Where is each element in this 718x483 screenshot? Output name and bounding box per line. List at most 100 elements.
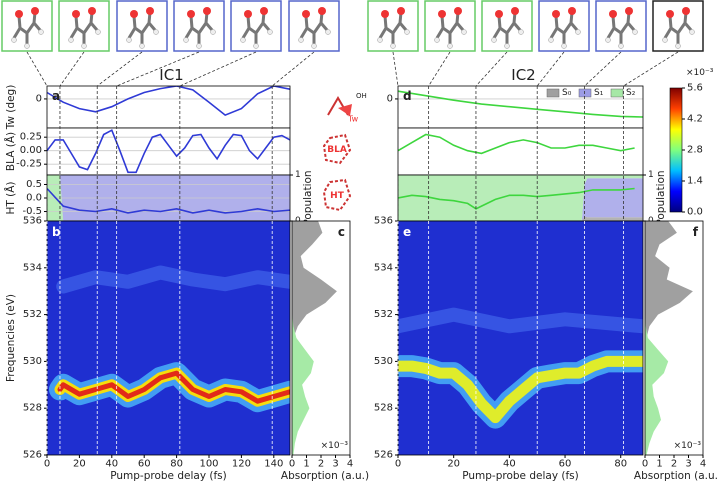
molecule-bonds — [663, 11, 693, 44]
marker-connector — [96, 51, 143, 87]
hydrogen-atom — [153, 29, 159, 35]
hydrogen-atom — [461, 29, 467, 35]
hydrogen-atom — [377, 37, 383, 43]
y-tick-label: 0.0 — [26, 193, 42, 204]
tw-icon — [338, 104, 352, 116]
data-line — [398, 187, 635, 210]
tw-label: Tw — [347, 115, 359, 124]
hydrogen-atom — [404, 29, 410, 35]
x-tick-label: 80 — [170, 459, 183, 470]
hydrogen-atom — [267, 29, 273, 35]
y-tick-label: 534 — [374, 262, 393, 273]
snapshot — [116, 0, 168, 52]
colorbar-tick-label: 1.4 — [687, 176, 703, 187]
marker-connector — [59, 51, 85, 87]
panel-letter: b — [52, 225, 61, 239]
x-tick-label: 4 — [700, 459, 706, 470]
hydrogen-atom — [518, 29, 524, 35]
molecule-bonds — [299, 11, 329, 44]
y-tick-label: 526 — [23, 450, 42, 461]
y-tick-label: 536 — [23, 216, 42, 227]
oxygen-atom — [15, 10, 23, 18]
data-line — [47, 187, 290, 214]
x-tick-label: 0 — [44, 459, 50, 470]
hydrogen-atom — [68, 37, 74, 43]
y-tick-label: 0.25 — [20, 132, 42, 143]
intensity-band — [56, 265, 290, 294]
hydrogen-atom — [11, 37, 17, 43]
x-tick-label: 3 — [685, 459, 691, 470]
hydrogen-atom — [491, 37, 497, 43]
molecule-bonds — [184, 11, 214, 44]
oh-label: OH — [356, 92, 367, 100]
molecule-bonds — [492, 11, 522, 44]
legend-swatch — [610, 88, 624, 98]
panel-letter: c — [338, 225, 345, 239]
marker-connector — [584, 51, 622, 87]
y-tick-label: -0.25 — [16, 159, 42, 170]
molecule-bonds — [69, 11, 99, 44]
y2-tick-label: 1 — [295, 170, 301, 180]
molecule-bonds — [12, 11, 42, 44]
x-tick-label: 4 — [347, 459, 353, 470]
oxygen-atom — [609, 10, 617, 18]
x-tick-label: 3 — [332, 459, 338, 470]
y2-tick-label: 1 — [648, 170, 654, 180]
y-tick-label: 534 — [23, 262, 42, 273]
x-tick-label: 40 — [503, 459, 516, 470]
legend-label: S₁ — [594, 88, 604, 98]
y-tick-label: -0.5 — [22, 206, 42, 217]
ht-label: HT — [330, 191, 345, 201]
x-tick-label: 0 — [642, 459, 648, 470]
data-line — [47, 129, 290, 174]
intensity-band — [57, 370, 290, 404]
legend-swatch — [578, 88, 592, 98]
panel-title: IC2 — [511, 66, 535, 84]
marker-connector — [271, 51, 315, 87]
y-tick-label: 0 — [36, 93, 42, 104]
snapshot — [424, 0, 476, 52]
x-tick-label: 0 — [289, 459, 295, 470]
x-tick-label: 80 — [614, 459, 627, 470]
x-tick-label: 60 — [559, 459, 572, 470]
oxygen-atom — [666, 10, 674, 18]
hydrogen-atom — [675, 43, 681, 49]
absorption-area — [292, 221, 337, 455]
hydrogen-atom — [325, 29, 331, 35]
y-tick-label: 0.5 — [26, 179, 42, 190]
x-tick-label: 2 — [318, 459, 324, 470]
y-tick-label: 0 — [387, 93, 393, 104]
legend-swatch — [546, 88, 560, 98]
x-tick-label: 20 — [447, 459, 460, 470]
snapshot — [288, 0, 340, 52]
oxygen-atom — [625, 7, 633, 15]
legend-label: S₂ — [626, 88, 636, 98]
snapshot — [481, 0, 533, 52]
colorbar-tick-label: 2.8 — [687, 145, 703, 156]
y-tick-label: 532 — [374, 309, 393, 320]
panel-bg — [47, 86, 290, 128]
y-tick-label: 528 — [374, 403, 393, 414]
oxygen-atom — [203, 7, 211, 15]
bla-label: BLA — [327, 145, 347, 155]
x-axis-label: Pump-probe delay (fs) — [110, 470, 227, 482]
hydrogen-atom — [561, 43, 567, 49]
y-tick-label: 528 — [23, 403, 42, 414]
hydrogen-atom — [618, 43, 624, 49]
oxygen-atom — [397, 7, 405, 15]
oxygen-atom — [682, 7, 690, 15]
legend-label: S₀ — [562, 88, 572, 98]
panel-letter: e — [403, 225, 411, 239]
oxygen-atom — [511, 7, 519, 15]
hydrogen-atom — [548, 37, 554, 43]
y-tick-label: 530 — [23, 356, 42, 367]
oxygen-atom — [146, 7, 154, 15]
oxygen-atom — [438, 10, 446, 18]
hydrogen-atom — [139, 43, 145, 49]
colorbar-tick-label: 5.6 — [687, 83, 703, 94]
hydrogen-atom — [575, 29, 581, 35]
hydrogen-atom — [605, 37, 611, 43]
y-tick-label: 526 — [374, 450, 393, 461]
hydrogen-atom — [210, 29, 216, 35]
molecule-bonds — [435, 11, 465, 44]
